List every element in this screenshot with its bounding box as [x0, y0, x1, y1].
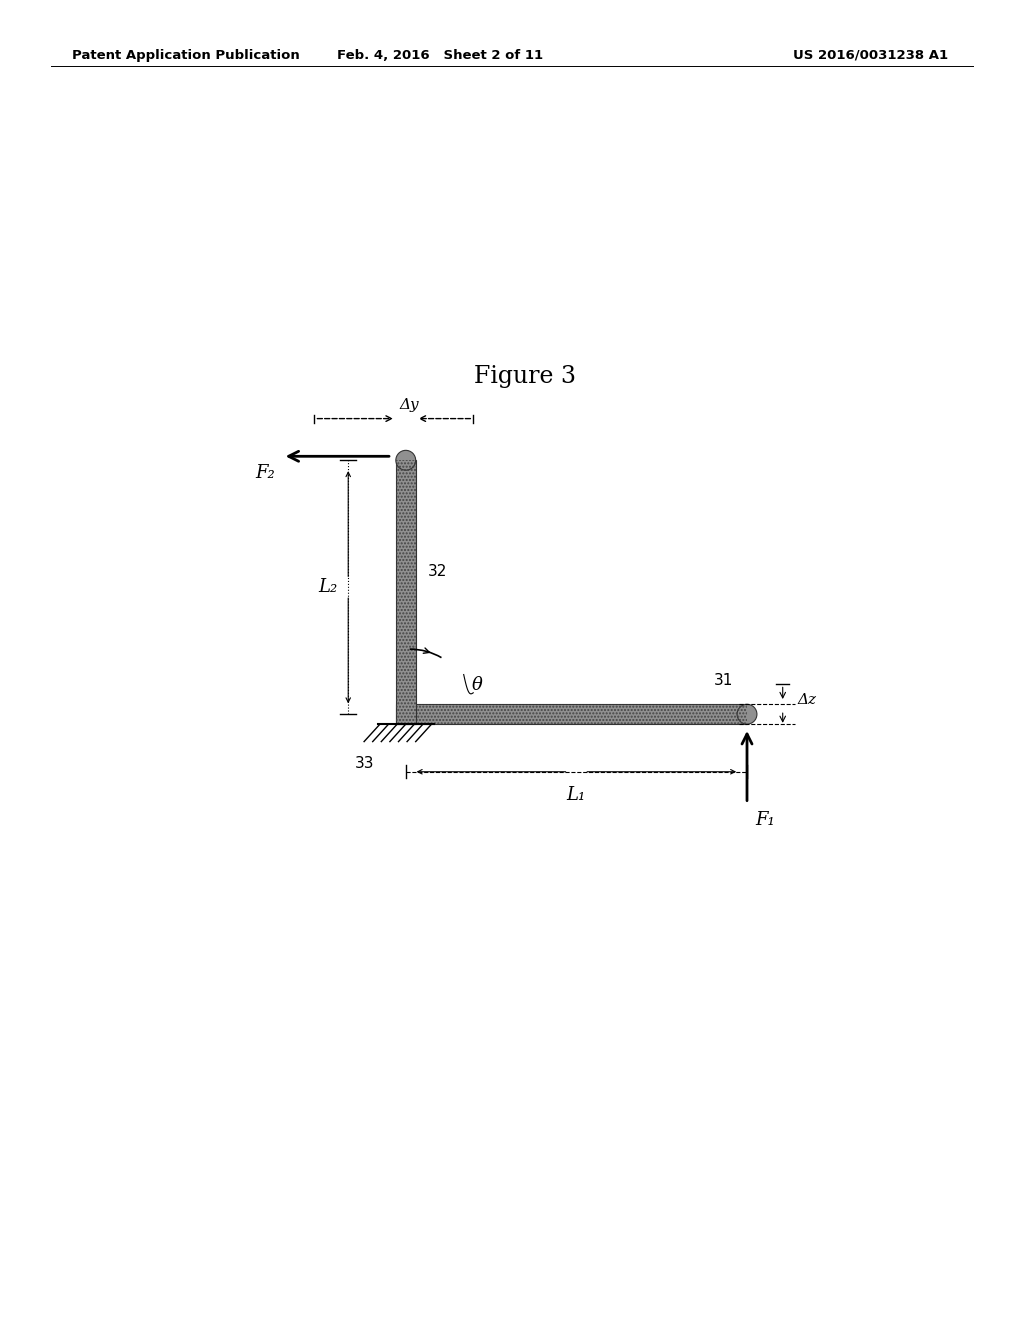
- Bar: [396, 705, 748, 725]
- Text: Δz: Δz: [797, 693, 816, 708]
- Text: US 2016/0031238 A1: US 2016/0031238 A1: [793, 49, 948, 62]
- Circle shape: [396, 450, 416, 470]
- Bar: [396, 461, 416, 725]
- Text: Figure 3: Figure 3: [474, 366, 575, 388]
- Circle shape: [737, 705, 757, 725]
- Text: Δy: Δy: [400, 399, 420, 412]
- Text: Patent Application Publication: Patent Application Publication: [72, 49, 299, 62]
- Text: 31: 31: [714, 673, 733, 689]
- Text: θ: θ: [472, 676, 482, 694]
- Text: L₁: L₁: [566, 785, 586, 804]
- Bar: [396, 705, 748, 725]
- Text: L₂: L₂: [318, 578, 338, 597]
- Text: Feb. 4, 2016   Sheet 2 of 11: Feb. 4, 2016 Sheet 2 of 11: [337, 49, 544, 62]
- Text: F₂: F₂: [255, 465, 274, 482]
- Text: 32: 32: [428, 564, 446, 579]
- Text: 33: 33: [354, 756, 374, 771]
- Text: F₁: F₁: [755, 812, 775, 829]
- Bar: [396, 461, 416, 725]
